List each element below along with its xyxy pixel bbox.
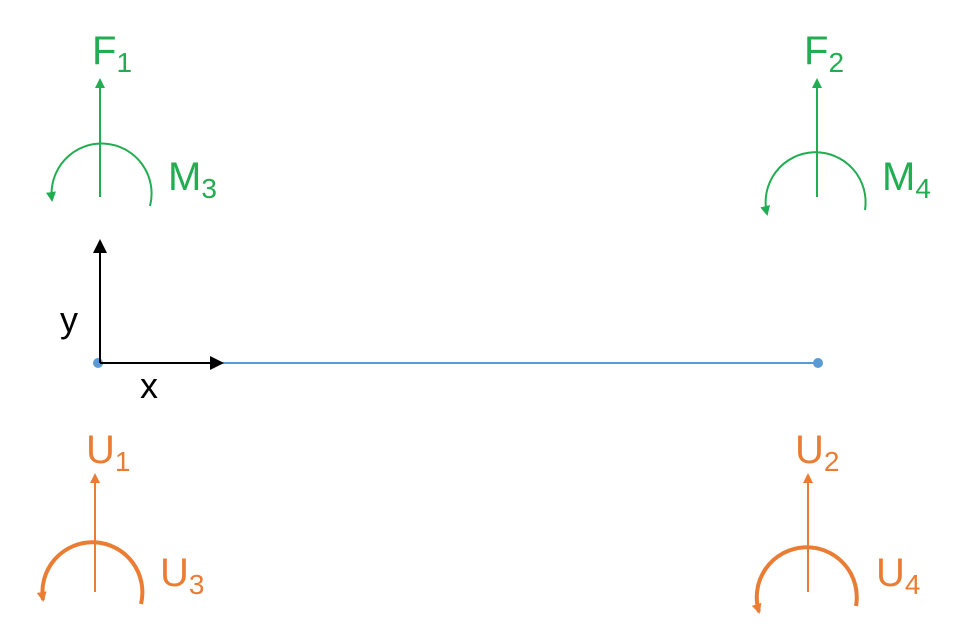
y-axis-label: y — [60, 299, 78, 340]
moment-m4-arrow — [760, 151, 867, 216]
rotation-u3-arrow — [36, 540, 145, 605]
force-f2-label: F2 — [804, 29, 844, 78]
displacement-u1-label: U1 — [86, 428, 130, 477]
moment-m3-arrow — [46, 142, 153, 207]
moment-m3-label: M3 — [168, 155, 217, 204]
x-axis-label: x — [140, 365, 158, 406]
rotation-u4-arrow — [751, 545, 859, 614]
force-f1-label: F1 — [92, 29, 132, 78]
rotation-u3-label: U3 — [160, 551, 204, 600]
displacement-u2-label: U2 — [795, 428, 839, 477]
node-2 — [813, 358, 823, 368]
rotation-u4-label: U4 — [876, 551, 920, 600]
moment-m4-label: M4 — [882, 155, 931, 204]
